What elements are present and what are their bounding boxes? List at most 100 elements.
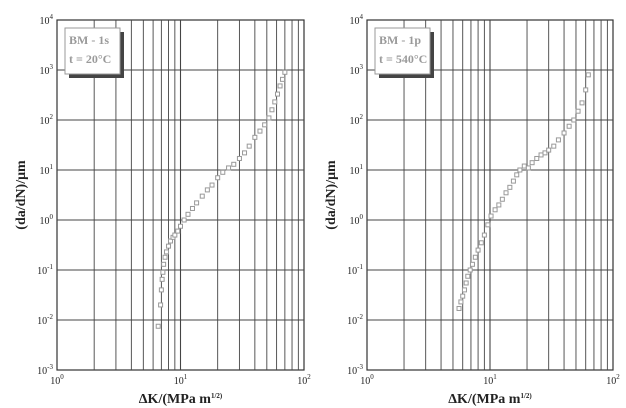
data-point (481, 232, 487, 238)
y-tick-label: 100 (350, 213, 364, 227)
data-point (575, 108, 581, 114)
data-point (231, 161, 237, 167)
data-point (499, 196, 505, 202)
data-point (525, 165, 531, 171)
data-point (161, 261, 167, 267)
y-tick-label: 103 (40, 63, 54, 77)
chart-panel-2: 10-3 10-2 10-1 100 101 102 103 104 100 101 102 ΔK/(… (324, 13, 620, 407)
data-point (463, 280, 469, 286)
data-point (246, 143, 252, 149)
data-point (158, 287, 164, 293)
data-point (538, 152, 544, 158)
data-point (162, 254, 168, 260)
data-point (266, 115, 272, 121)
x-axis-title: ΔK/(MPa m1/2) (448, 392, 532, 407)
x-tick-label: 102 (606, 373, 620, 387)
data-point (458, 299, 464, 305)
legend-box (64, 27, 121, 75)
data-point (475, 247, 481, 253)
data-point (185, 211, 191, 217)
data-point (472, 254, 478, 260)
y-tick-label: 10-1 (37, 263, 53, 277)
x-grid (403, 20, 608, 370)
data-point (226, 165, 232, 171)
data-point (478, 240, 484, 246)
series-markers (155, 69, 288, 329)
legend-line: BM - 1s (69, 33, 109, 47)
y-tick-label: 100 (40, 213, 54, 227)
data-point (220, 169, 226, 175)
data-point (496, 202, 502, 208)
data-point (159, 276, 165, 282)
x-tick-label: 100 (360, 373, 374, 387)
legend: BM - 1s t = 20°C (64, 27, 124, 78)
y-tick-label: 102 (350, 113, 364, 127)
data-point (175, 228, 181, 234)
data-point (510, 178, 516, 184)
data-point (163, 249, 169, 255)
legend-box (374, 27, 431, 75)
data-point (158, 302, 164, 308)
data-point (155, 323, 161, 329)
data-point (465, 273, 471, 279)
data-point (566, 123, 572, 129)
data-point (469, 261, 475, 267)
x-tick-label: 102 (297, 373, 311, 387)
legend-line: t = 540°C (379, 52, 427, 66)
data-point (209, 182, 215, 188)
y-axis-title: (da/dN)/μm (324, 160, 339, 230)
data-point (172, 232, 178, 238)
y-tick-label: 104 (350, 13, 364, 27)
data-point (262, 122, 268, 128)
data-point (503, 190, 509, 196)
data-point (517, 167, 523, 173)
y-tick-label: 103 (350, 63, 364, 77)
data-point (215, 175, 221, 181)
data-point (252, 134, 258, 140)
data-point (168, 238, 174, 244)
data-point (534, 155, 540, 161)
data-point (561, 130, 567, 136)
data-point (507, 184, 513, 190)
data-point (166, 243, 172, 249)
data-point (583, 87, 589, 93)
legend: BM - 1p t = 540°C (374, 27, 434, 78)
series-markers (456, 72, 591, 311)
legend-line: BM - 1p (379, 33, 421, 47)
data-point (269, 107, 275, 113)
data-point (236, 155, 242, 161)
data-point (585, 72, 591, 78)
data-point (204, 187, 210, 193)
y-tick-label: 101 (40, 163, 54, 177)
data-point (461, 287, 467, 293)
data-point (199, 193, 205, 199)
data-point (189, 205, 195, 211)
data-point (492, 207, 498, 213)
data-point (277, 83, 283, 89)
data-point (579, 100, 585, 106)
y-grid (57, 69, 304, 321)
data-point (257, 128, 263, 134)
x-tick-label: 100 (50, 373, 64, 387)
y-tick-label: 10-3 (347, 363, 363, 377)
data-point (242, 150, 248, 156)
y-tick-label: 10-2 (37, 313, 53, 327)
x-tick-label: 101 (483, 373, 497, 387)
y-tick-label: 104 (40, 13, 54, 27)
data-point (194, 200, 200, 206)
data-point (514, 172, 520, 178)
data-point (485, 222, 491, 228)
data-point (529, 160, 535, 166)
data-point (181, 217, 187, 223)
data-point (282, 69, 288, 75)
data-point (178, 223, 183, 229)
data-point (160, 269, 166, 275)
y-tick-label: 10-1 (347, 263, 363, 277)
x-tick-label: 101 (174, 373, 188, 387)
data-point (521, 163, 527, 169)
data-point (280, 76, 286, 82)
y-tick-label: 101 (350, 163, 364, 177)
y-tick-label: 10-3 (37, 363, 53, 377)
legend-line: t = 20°C (69, 52, 111, 66)
